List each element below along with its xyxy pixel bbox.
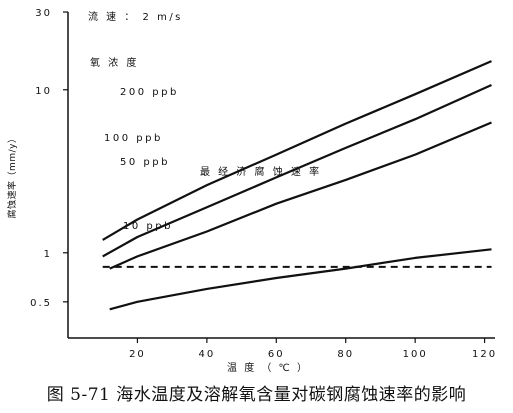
series-line-10-ppb [109,248,492,311]
x-tick-label-20: 20 [129,349,146,360]
series-line-50-ppb [109,121,492,270]
y-tick-label-10: 10 [35,86,52,97]
economic-rate-label: 最 经 济 腐 蚀 速 率 [200,165,322,178]
x-tick-label-120: 120 [472,349,497,360]
series-layer: 200 ppb 100 ppb 50 ppb 10 ppb [102,60,492,311]
y-tick-label-1: 1 [44,249,52,260]
x-tick-label-40: 40 [198,349,215,360]
series-label-200-ppb: 200 ppb [120,87,179,98]
axes [67,12,495,339]
y-tick-label-0.5: 0.5 [30,298,52,309]
series-line-200-ppb [102,60,492,241]
series-line-100-ppb [102,83,492,258]
y-axis-title: 腐蚀速率（mm/y） [6,134,18,219]
x-axis-title: 温 度 （ ℃ ） [227,361,309,372]
y-ticks: 0.5 1 10 30 [30,8,68,309]
series-label-10-ppb: 10 ppb [123,221,173,232]
x-tick-label-60: 60 [268,349,285,360]
x-tick-label-100: 100 [403,349,428,360]
y-tick-label-30: 30 [35,8,52,19]
corrosion-rate-chart: 20 40 60 80 100 120 0.5 1 10 30 温 度 （ ℃ ） 腐蚀速率（m… [6,8,497,372]
flow-speed-label: 流 速 ： 2 m/s [88,10,183,23]
figure-caption: 图 5-71 海水温度及溶解氧含量对碳钢腐蚀速率的影响 [46,385,467,405]
x-tick-label-80: 80 [337,349,354,360]
series-label-50-ppb: 50 ppb [120,157,170,168]
series-label-100-ppb: 100 ppb [104,133,163,144]
oxygen-concentration-title: 氧 浓 度 [90,56,139,69]
x-ticks: 20 40 60 80 100 120 [129,338,497,360]
